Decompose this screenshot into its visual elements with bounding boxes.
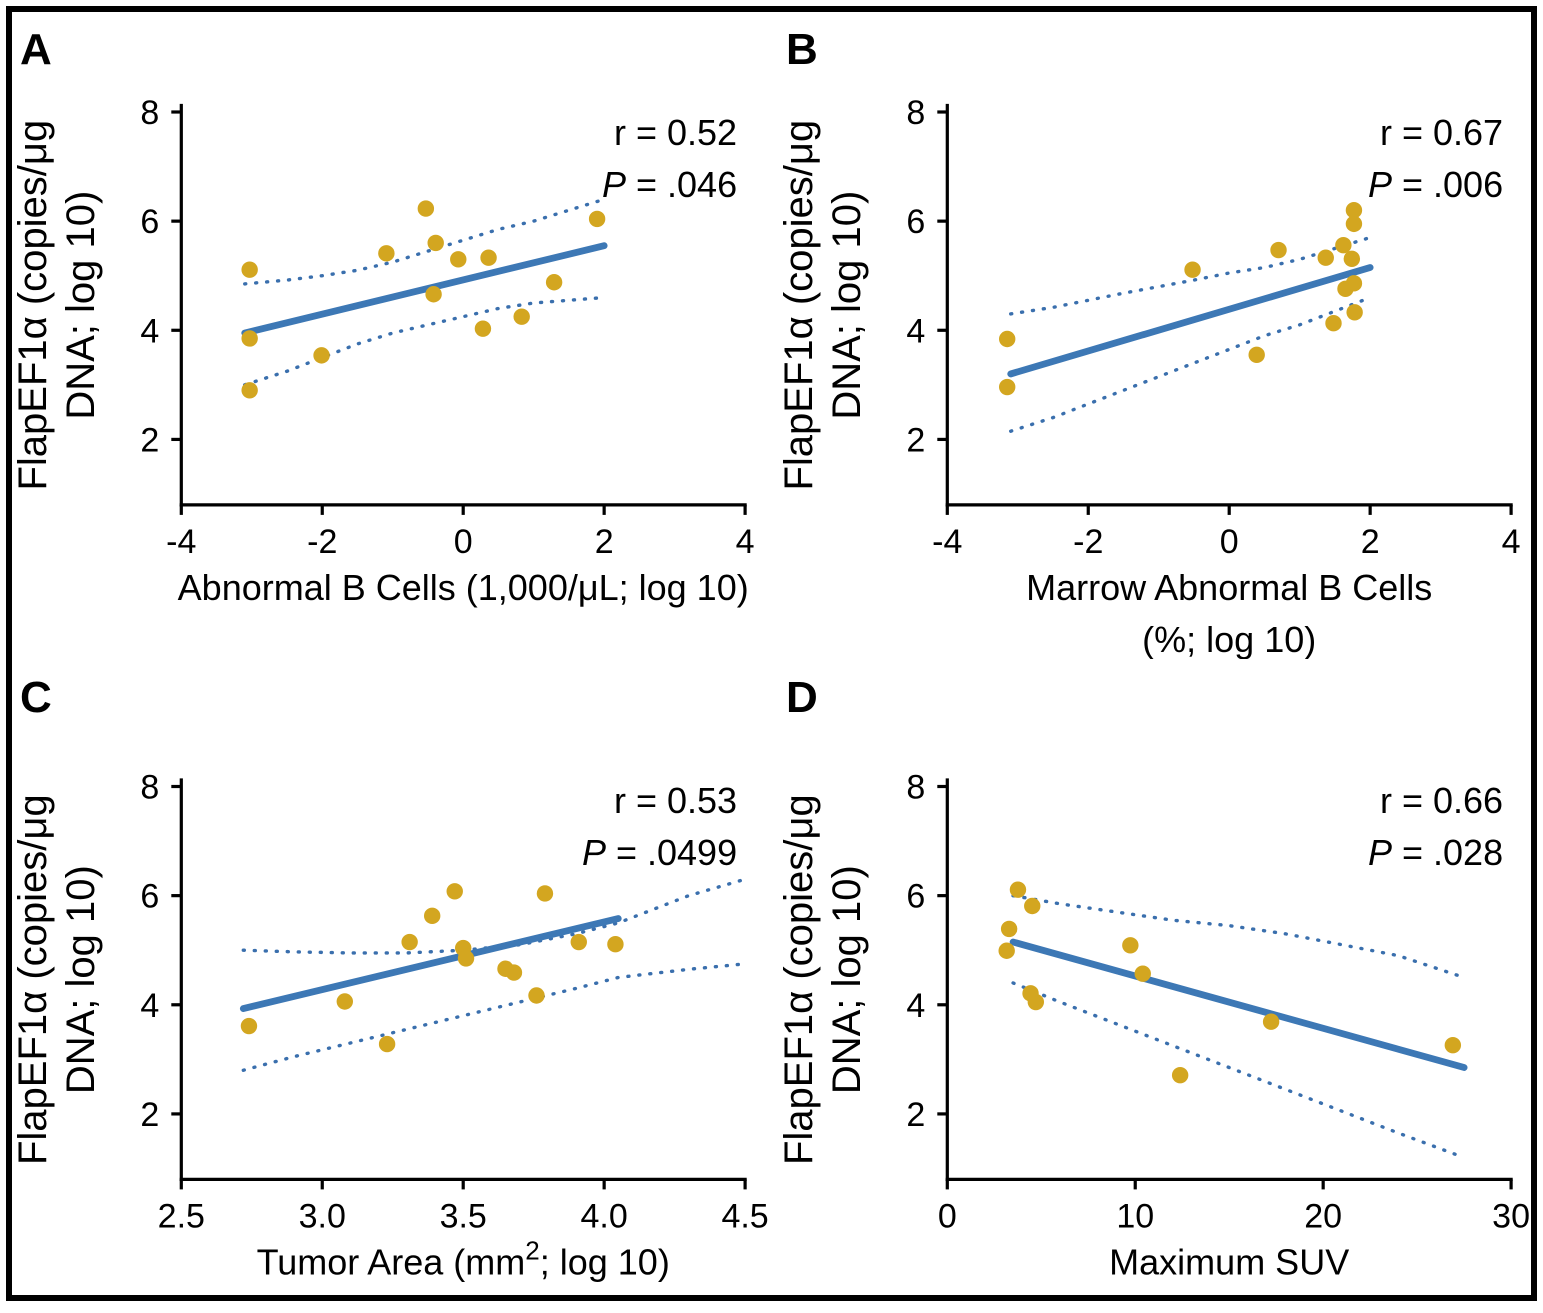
svg-text:20: 20 xyxy=(1304,1197,1342,1235)
svg-text:P = .006: P = .006 xyxy=(1368,164,1503,205)
svg-text:P = .0499: P = .0499 xyxy=(582,832,737,873)
svg-text:Maximum SUV: Maximum SUV xyxy=(1109,1241,1349,1282)
svg-text:2: 2 xyxy=(906,1096,925,1134)
svg-text:10: 10 xyxy=(1116,1197,1154,1235)
svg-text:FlapEF1α (copies/μg: FlapEF1α (copies/μg xyxy=(12,794,55,1165)
svg-text:4: 4 xyxy=(906,312,925,350)
svg-text:0: 0 xyxy=(454,523,473,561)
svg-text:(%; log 10): (%; log 10) xyxy=(1142,619,1316,659)
svg-text:Abnormal B Cells (1,000/μL; lo: Abnormal B Cells (1,000/μL; log 10) xyxy=(178,567,749,608)
svg-text:Tumor Area (mm2; log 10): Tumor Area (mm2; log 10) xyxy=(257,1235,670,1282)
svg-text:6: 6 xyxy=(906,203,925,241)
svg-text:2: 2 xyxy=(906,421,925,459)
svg-text:C: C xyxy=(20,673,52,722)
svg-text:4: 4 xyxy=(736,523,755,561)
svg-text:DNA; log 10): DNA; log 10) xyxy=(825,865,869,1094)
svg-text:8: 8 xyxy=(906,769,925,807)
svg-text:6: 6 xyxy=(140,203,159,241)
svg-text:D: D xyxy=(786,673,818,722)
svg-text:FlapEF1α (copies/μg: FlapEF1α (copies/μg xyxy=(778,794,821,1165)
svg-text:DNA; log 10): DNA; log 10) xyxy=(59,865,103,1094)
svg-text:2: 2 xyxy=(1361,523,1380,561)
svg-text:-4: -4 xyxy=(166,523,196,561)
svg-text:P = .028: P = .028 xyxy=(1368,832,1503,873)
svg-text:r = 0.53: r = 0.53 xyxy=(614,780,737,821)
svg-text:0: 0 xyxy=(938,1197,957,1235)
svg-text:4: 4 xyxy=(140,987,159,1025)
svg-text:FlapEF1α (copies/μg: FlapEF1α (copies/μg xyxy=(778,120,821,491)
svg-text:DNA; log 10): DNA; log 10) xyxy=(59,191,103,420)
svg-text:r = 0.52: r = 0.52 xyxy=(614,112,737,153)
svg-text:2.5: 2.5 xyxy=(158,1197,205,1235)
svg-text:30: 30 xyxy=(1492,1197,1530,1235)
svg-text:8: 8 xyxy=(140,94,159,132)
svg-text:DNA; log 10): DNA; log 10) xyxy=(825,191,869,420)
svg-text:-2: -2 xyxy=(307,523,337,561)
svg-text:4: 4 xyxy=(140,312,159,350)
svg-text:r = 0.67: r = 0.67 xyxy=(1380,112,1503,153)
svg-text:A: A xyxy=(20,25,52,74)
svg-text:B: B xyxy=(786,25,818,74)
svg-text:3.5: 3.5 xyxy=(440,1197,487,1235)
svg-text:4: 4 xyxy=(1502,523,1521,561)
svg-text:Marrow Abnormal B Cells: Marrow Abnormal B Cells xyxy=(1026,567,1432,608)
svg-text:2: 2 xyxy=(140,1096,159,1134)
svg-text:8: 8 xyxy=(906,94,925,132)
svg-text:2: 2 xyxy=(140,421,159,459)
svg-text:P = .046: P = .046 xyxy=(602,164,737,205)
svg-text:4.0: 4.0 xyxy=(581,1197,628,1235)
svg-text:4.5: 4.5 xyxy=(721,1197,768,1235)
svg-text:4: 4 xyxy=(906,987,925,1025)
svg-text:0: 0 xyxy=(1220,523,1239,561)
svg-text:r = 0.66: r = 0.66 xyxy=(1380,780,1503,821)
svg-text:6: 6 xyxy=(140,878,159,916)
svg-text:-2: -2 xyxy=(1073,523,1103,561)
svg-text:2: 2 xyxy=(595,523,614,561)
svg-text:FlapEF1α (copies/μg: FlapEF1α (copies/μg xyxy=(12,120,55,491)
svg-text:-4: -4 xyxy=(932,523,962,561)
svg-text:3.0: 3.0 xyxy=(299,1197,346,1235)
svg-text:8: 8 xyxy=(140,769,159,807)
svg-text:6: 6 xyxy=(906,878,925,916)
